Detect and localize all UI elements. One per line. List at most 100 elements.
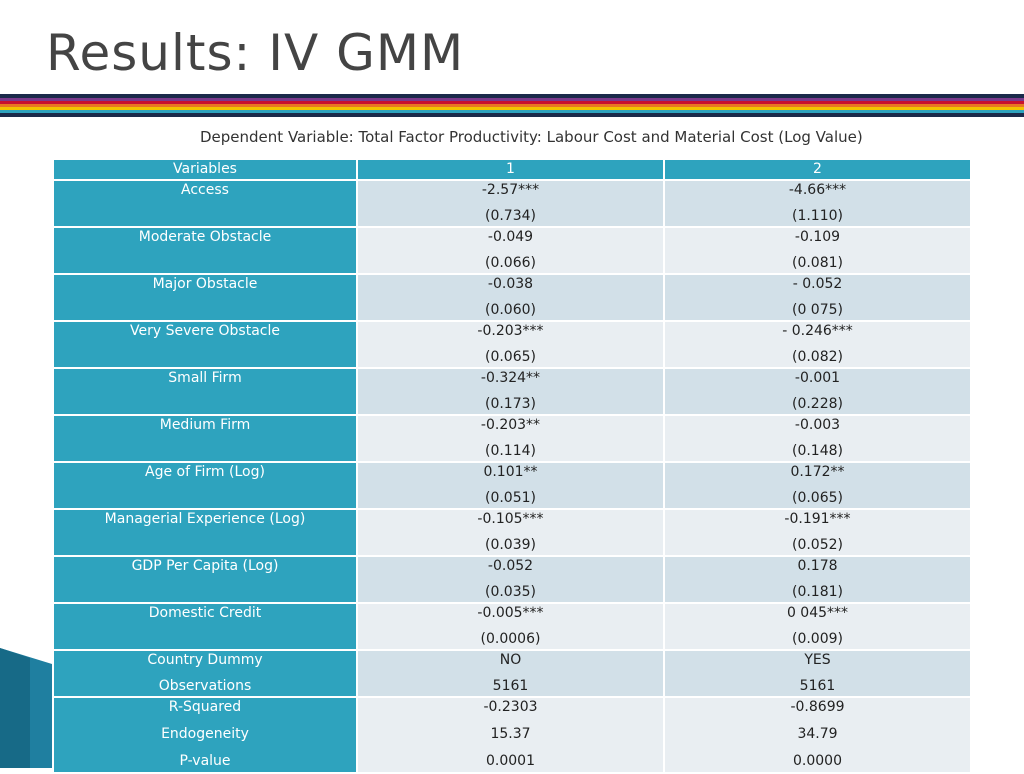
cell-col-2: -0.003 (0.148) bbox=[665, 416, 970, 461]
endogeneity-value: 15.37 bbox=[490, 726, 531, 742]
p-value-value: 0.0000 bbox=[793, 753, 842, 769]
row-label: R-Squared Endogeneity P-value bbox=[54, 698, 356, 772]
cell-col-2: YES 5161 bbox=[665, 651, 970, 696]
cell-col-2: -0.8699 34.79 0.0000 bbox=[665, 698, 970, 772]
table-row-gdp-per-capita: GDP Per Capita (Log) -0.052 (0.035) 0.178… bbox=[54, 557, 970, 602]
cell-col-2: 0 045*** (0.009) bbox=[665, 604, 970, 649]
coefficient: -0.191*** bbox=[784, 511, 851, 527]
std-error: (0.065) bbox=[484, 349, 536, 365]
coefficient: -0.203*** bbox=[477, 323, 544, 339]
coefficient: 0.172** bbox=[790, 464, 845, 480]
cell-col-1: -0.038 (0.060) bbox=[358, 275, 663, 320]
coefficient: -4.66*** bbox=[788, 182, 847, 198]
cell-col-1: NO 5161 bbox=[358, 651, 663, 696]
cell-col-2: - 0.246*** (0.082) bbox=[665, 322, 970, 367]
table-row-medium-firm: Medium Firm -0.203** (0.114) -0.003 (0.148… bbox=[54, 416, 970, 461]
coefficient: -0.005*** bbox=[477, 605, 544, 621]
coefficient: -0.003 bbox=[794, 417, 841, 433]
coefficient: -0.038 bbox=[487, 276, 534, 292]
cell-col-1: -0.2303 15.37 0.0001 bbox=[358, 698, 663, 772]
table-row-model-statistics: R-Squared Endogeneity P-value -0.2303 15.37… bbox=[54, 698, 970, 772]
table-row-small-firm: Small Firm -0.324** (0.173) -0.001 (0.228) bbox=[54, 369, 970, 414]
cell-col-1: -0.203*** (0.065) bbox=[358, 322, 663, 367]
table-row-access: Access -2.57*** (0.734) -4.66*** (1.110) bbox=[54, 181, 970, 226]
row-label: Moderate Obstacle bbox=[54, 228, 356, 273]
cell-col-1: -0.324** (0.173) bbox=[358, 369, 663, 414]
table-header-row: Variables 1 2 bbox=[54, 160, 970, 179]
table-row-domestic-credit: Domestic Credit -0.005*** (0.0006) 0 045*… bbox=[54, 604, 970, 649]
table-row-country-dummy-observations: Country Dummy Observations NO 5161 YES 5161 bbox=[54, 651, 970, 696]
decorative-corner-shape bbox=[0, 648, 52, 768]
cell-col-2: - 0.052 (0 075) bbox=[665, 275, 970, 320]
label-r-squared: R-Squared bbox=[168, 699, 242, 715]
slide-title: Results: IV GMM bbox=[46, 24, 465, 82]
cell-col-2: -4.66*** (1.110) bbox=[665, 181, 970, 226]
cell-col-2: -0.001 (0.228) bbox=[665, 369, 970, 414]
std-error: (0.039) bbox=[484, 537, 536, 553]
coefficient: -0.105*** bbox=[477, 511, 544, 527]
cell-col-1: -0.049 (0.066) bbox=[358, 228, 663, 273]
coefficient: -0.324** bbox=[480, 370, 541, 386]
cell-col-1: -0.005*** (0.0006) bbox=[358, 604, 663, 649]
cell-col-2: 0.172** (0.065) bbox=[665, 463, 970, 508]
row-label: Domestic Credit bbox=[54, 604, 356, 649]
p-value-value: 0.0001 bbox=[486, 753, 535, 769]
std-error: (0.0006) bbox=[480, 631, 541, 647]
std-error: (0.228) bbox=[791, 396, 843, 412]
coefficient: -0.052 bbox=[487, 558, 534, 574]
label-observations: Observations bbox=[158, 678, 252, 694]
std-error: (0.148) bbox=[791, 443, 843, 459]
label-endogeneity: Endogeneity bbox=[161, 726, 249, 742]
coefficient: -0.203** bbox=[480, 417, 541, 433]
row-label: Country Dummy Observations bbox=[54, 651, 356, 696]
std-error: (0.060) bbox=[484, 302, 536, 318]
row-label: Major Obstacle bbox=[54, 275, 356, 320]
std-error: (0.051) bbox=[484, 490, 536, 506]
row-label: Access bbox=[54, 181, 356, 226]
std-error: (0.009) bbox=[791, 631, 843, 647]
cell-col-1: -0.203** (0.114) bbox=[358, 416, 663, 461]
r-squared-value: -0.8699 bbox=[790, 699, 845, 715]
r-squared-value: -0.2303 bbox=[483, 699, 538, 715]
coefficient: 0 045*** bbox=[786, 605, 849, 621]
label-p-value: P-value bbox=[179, 753, 231, 769]
std-error: (0.181) bbox=[791, 584, 843, 600]
table-row-age-of-firm: Age of Firm (Log) 0.101** (0.051) 0.172**… bbox=[54, 463, 970, 508]
cell-col-2: -0.191*** (0.052) bbox=[665, 510, 970, 555]
std-error: (0.734) bbox=[484, 208, 536, 224]
results-table: Variables 1 2 Access -2.57*** (0.734) -4.… bbox=[52, 158, 972, 774]
header-col-2: 2 bbox=[665, 160, 970, 179]
table-row-very-severe-obstacle: Very Severe Obstacle -0.203*** (0.065) - … bbox=[54, 322, 970, 367]
std-error: (0.081) bbox=[791, 255, 843, 271]
row-label: Small Firm bbox=[54, 369, 356, 414]
row-label: GDP Per Capita (Log) bbox=[54, 557, 356, 602]
std-error: (0.082) bbox=[791, 349, 843, 365]
std-error: (0.065) bbox=[791, 490, 843, 506]
coefficient: -0.001 bbox=[794, 370, 841, 386]
table-subtitle: Dependent Variable: Total Factor Product… bbox=[200, 128, 863, 146]
std-error: (1.110) bbox=[791, 208, 843, 224]
row-label: Managerial Experience (Log) bbox=[54, 510, 356, 555]
coefficient: -0.049 bbox=[487, 229, 534, 245]
std-error: (0.114) bbox=[484, 443, 536, 459]
decorative-stripes bbox=[0, 94, 1024, 117]
country-dummy-value: YES bbox=[804, 652, 831, 668]
std-error: (0.173) bbox=[484, 396, 536, 412]
std-error: (0.066) bbox=[484, 255, 536, 271]
observations-value: 5161 bbox=[492, 678, 529, 694]
endogeneity-value: 34.79 bbox=[797, 726, 838, 742]
country-dummy-value: NO bbox=[499, 652, 522, 668]
header-col-1: 1 bbox=[358, 160, 663, 179]
header-variables: Variables bbox=[54, 160, 356, 179]
cell-col-2: -0.109 (0.081) bbox=[665, 228, 970, 273]
coefficient: -0.109 bbox=[794, 229, 841, 245]
coefficient: 0.101** bbox=[483, 464, 538, 480]
cell-col-1: -2.57*** (0.734) bbox=[358, 181, 663, 226]
coefficient: -2.57*** bbox=[481, 182, 540, 198]
label-country-dummy: Country Dummy bbox=[147, 652, 263, 668]
cell-col-1: -0.105*** (0.039) bbox=[358, 510, 663, 555]
coefficient: - 0.246*** bbox=[782, 323, 853, 339]
std-error: (0.052) bbox=[791, 537, 843, 553]
row-label: Very Severe Obstacle bbox=[54, 322, 356, 367]
std-error: (0.035) bbox=[484, 584, 536, 600]
